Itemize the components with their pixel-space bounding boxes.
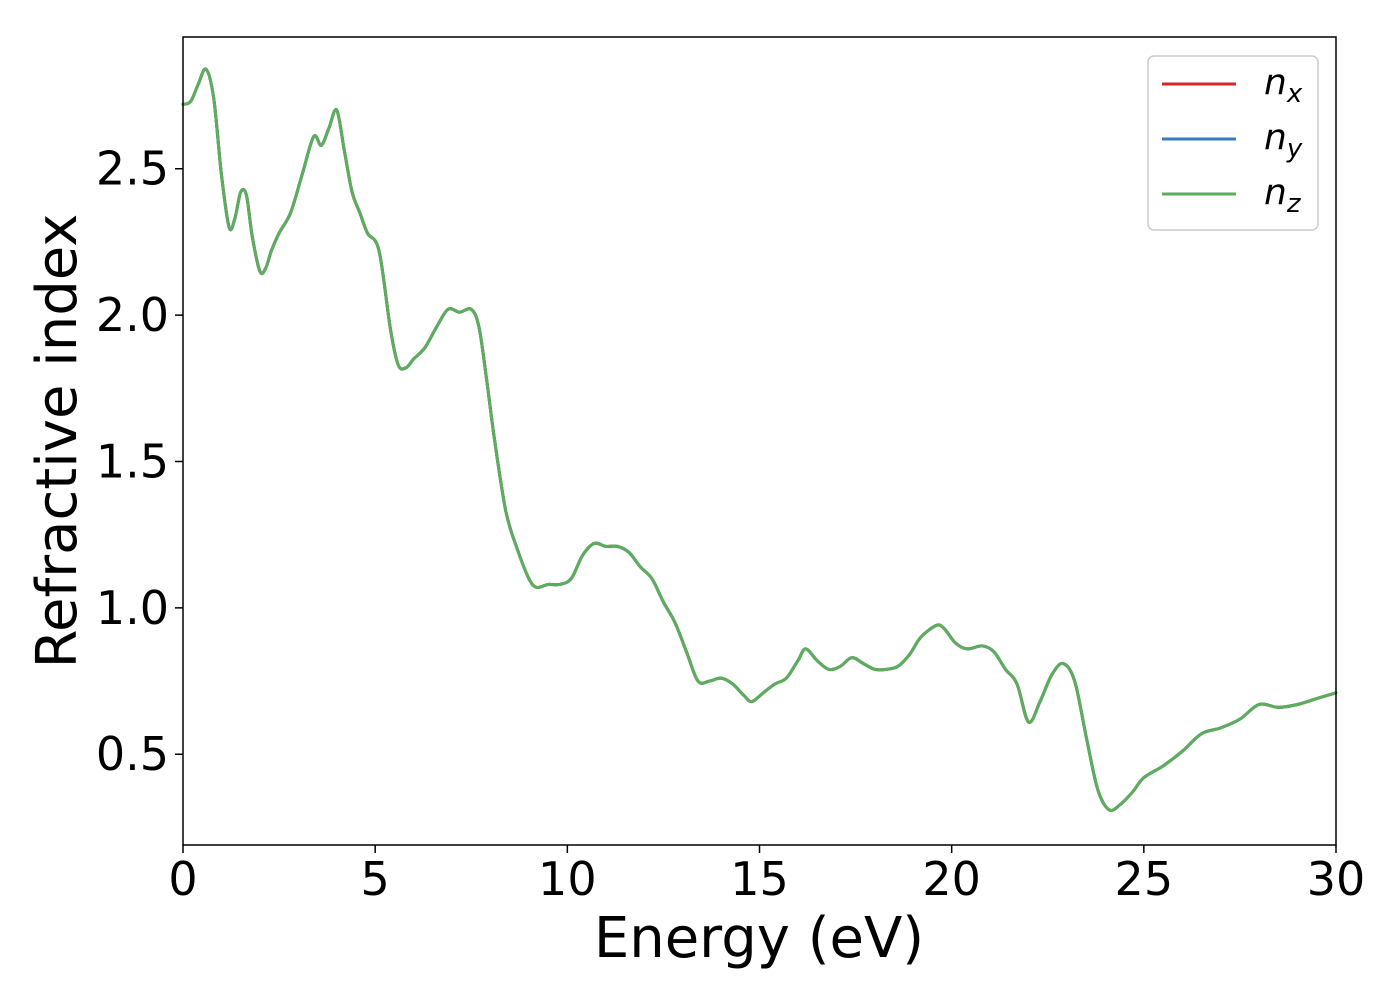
x-tick-label: 25 — [1115, 852, 1174, 906]
series-lines — [181, 67, 1338, 812]
series-line-nz — [181, 67, 1338, 812]
y-axis-title: Refractive index — [25, 214, 90, 669]
x-tick-label: 30 — [1307, 852, 1366, 906]
y-tick-label: 1.0 — [96, 581, 169, 635]
x-axis-title: Energy (eV) — [594, 906, 924, 971]
legend-label-nx: nx — [1264, 62, 1303, 109]
x-tick-label: 5 — [361, 852, 390, 906]
x-tick-label: 0 — [168, 852, 197, 906]
y-tick-label: 2.5 — [96, 142, 169, 196]
legend-box — [1147, 55, 1319, 231]
x-axis-ticks: 0 5 10 15 20 25 30 — [168, 845, 1365, 906]
legend-label-ny: ny — [1264, 117, 1303, 164]
y-tick-label: 0.5 — [96, 727, 169, 781]
x-tick-label: 20 — [922, 852, 981, 906]
legend: nx ny nz — [1147, 55, 1319, 231]
y-axis-ticks: 0.5 1.0 1.5 2.0 2.5 — [96, 142, 183, 781]
x-tick-label: 15 — [730, 852, 789, 906]
y-tick-label: 2.0 — [96, 288, 169, 342]
legend-label-nz: nz — [1264, 172, 1302, 219]
y-tick-label: 1.5 — [96, 434, 169, 488]
x-tick-label: 10 — [538, 852, 597, 906]
plot-background — [183, 37, 1336, 845]
